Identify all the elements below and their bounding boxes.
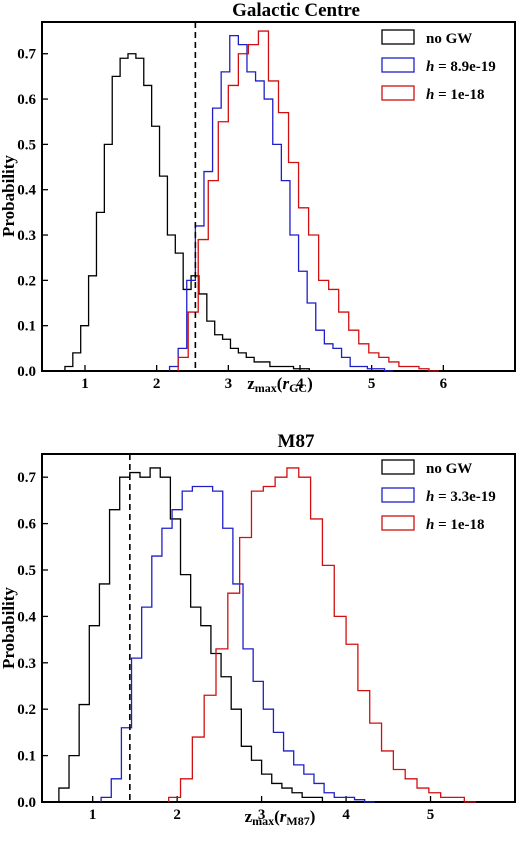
legend-swatch [381,57,415,73]
legend-swatch [381,85,415,101]
y-tick-label: 0.2 [17,273,36,289]
x-axis-label-arg-sub: GC [289,381,307,395]
x-axis-label-arg: r [280,807,287,826]
legend-label: h = 3.3e-19 [426,489,496,505]
plot-frame [41,453,516,803]
plot-frame [41,21,516,372]
x-tick-label: 3 [225,376,233,392]
legend-swatch [381,487,415,503]
legend-label: h = 1e-18 [426,87,485,103]
histogram-series-2 [177,30,440,372]
histogram-series-1 [100,485,375,803]
y-tick-label: 0.7 [17,47,36,63]
y-tick-label: 0.3 [17,228,36,244]
x-tick-label: 3 [258,807,266,823]
y-axis-label: Probability [0,155,18,237]
x-tick-label: 5 [368,376,376,392]
chart-title: Galactic Centre [232,0,360,21]
legend: no GW h = 3.3e-19 h = 1e-18 [381,459,496,533]
ticks: 1 2 3 4 5 6 0.0 0.1 0.2 0.3 0.4 0.5 0.6 0.7 [17,47,447,392]
y-tick-label: 0.6 [17,517,36,533]
y-tick-label: 0.1 [17,749,36,765]
legend-label: h = 8.9e-19 [426,59,496,75]
legend-swatch [381,29,415,45]
x-tick-label: 4 [342,807,350,823]
x-tick-label: 6 [440,376,448,392]
y-tick-label: 0.1 [17,319,36,335]
x-tick-label: 5 [427,807,435,823]
ticks: 1 2 3 4 5 0.0 0.1 0.2 0.3 0.4 0.5 0.6 0.7 [17,470,434,823]
y-tick-label: 0.4 [17,183,36,199]
chart-panel-galactic-centre: Galactic Centre 1 2 3 4 5 6 0.0 0.1 0.2 0.3 0.4 0.5… [0,0,516,395]
x-axis-label-arg-sub: M87 [286,814,309,828]
x-axis-label-main: z [247,374,255,393]
histogram-series-1 [168,34,394,372]
x-axis-label: zmax(rM87) [245,807,316,828]
y-tick-label: 0.4 [17,609,36,625]
legend-label: no GW [426,461,472,477]
x-tick-label: 2 [173,807,181,823]
chart-title: M87 [278,431,315,452]
y-axis-label: Probability [0,587,18,669]
y-tick-label: 0.5 [17,563,36,579]
histogram-series-0 [58,467,333,803]
x-axis-label-sub: max [252,814,274,828]
y-tick-label: 0.0 [17,364,36,380]
histogram-series-2 [168,467,477,803]
legend-swatch [381,459,415,475]
y-tick-label: 0.3 [17,656,36,672]
x-axis-label-sub: max [255,381,277,395]
series-group [64,30,440,372]
chart-panel-m87: M87 1 2 3 4 5 0.0 0.1 0.2 0.3 0.4 0.5 0.6 0.7 Probab… [0,431,516,828]
x-axis-label-main: z [245,807,253,826]
series-group [58,467,477,803]
y-tick-label: 0.6 [17,92,36,108]
y-tick-label: 0.5 [17,137,36,153]
legend: no GW h = 8.9e-19 h = 1e-18 [381,29,496,103]
y-tick-label: 0.7 [17,470,36,486]
x-tick-label: 2 [153,376,161,392]
legend-swatch [381,515,415,531]
x-axis-label: zmax(rGC) [247,374,313,395]
histogram-series-0 [64,53,318,372]
x-tick-label: 1 [81,376,89,392]
legend-label: no GW [426,31,472,47]
x-axis-label-arg: r [282,374,289,393]
x-tick-label: 1 [89,807,97,823]
x-tick-label: 4 [296,376,304,392]
y-tick-label: 0.2 [17,702,36,718]
y-tick-label: 0.0 [17,795,36,811]
legend-label: h = 1e-18 [426,517,485,533]
